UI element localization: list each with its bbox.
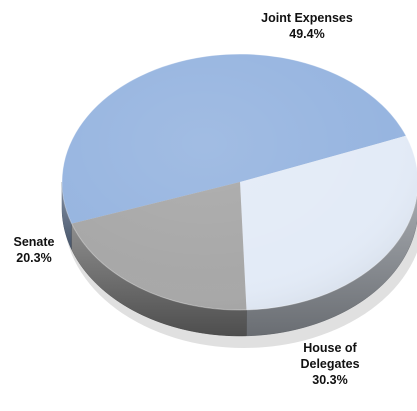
pie-side-shade-3 [71, 223, 247, 336]
pie-top-rim [61, 53, 417, 311]
data-label-name: House of [303, 341, 357, 355]
pie-side-shade-1 [62, 182, 72, 250]
data-label-value: 49.4% [289, 27, 324, 41]
pie-side-shade-2 [246, 195, 417, 336]
pie-labels: Joint Expenses 49.4% House of Delegates 30.3… [14, 11, 360, 387]
data-label-value: 20.3% [16, 251, 51, 265]
data-label-2: House of Delegates 30.3% [300, 341, 359, 387]
data-label-value: 30.3% [312, 373, 347, 387]
data-label-3: Senate 20.3% [14, 235, 55, 265]
data-label-name: Joint Expenses [261, 11, 353, 25]
data-label-1: Joint Expenses 49.4% [261, 11, 353, 41]
pie-top [61, 53, 417, 311]
pie-top-highlight [62, 54, 417, 310]
data-label-name: Senate [14, 235, 55, 249]
data-label-name: Delegates [300, 357, 359, 371]
